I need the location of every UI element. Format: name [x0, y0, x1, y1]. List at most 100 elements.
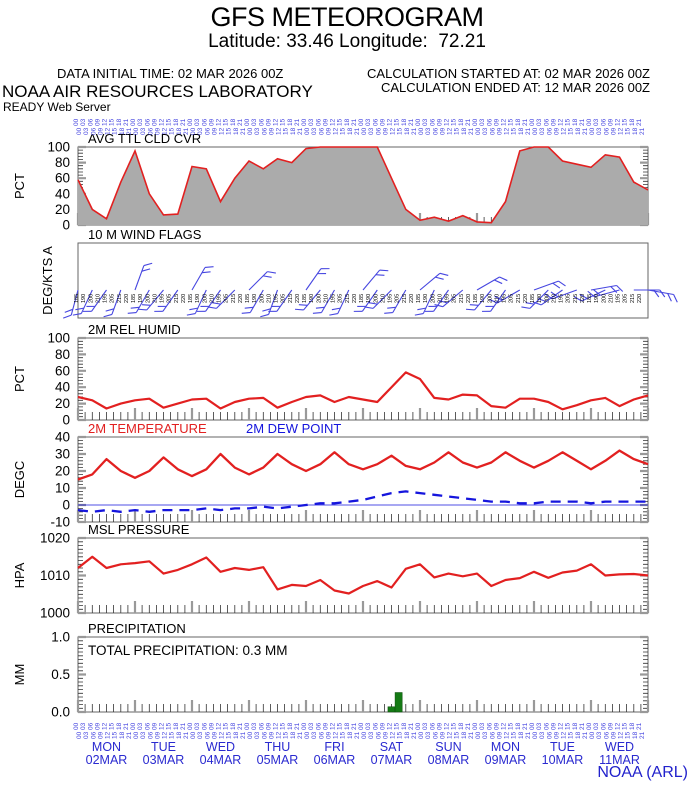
- wind-barb: [191, 266, 214, 291]
- svg-text:00: 00: [247, 127, 254, 135]
- svg-text:06: 06: [546, 127, 553, 135]
- svg-text:03: 03: [311, 127, 318, 135]
- svg-text:21: 21: [636, 722, 643, 730]
- wind-barb: [268, 289, 293, 312]
- svg-text:15: 15: [397, 731, 404, 739]
- wind-barb: [186, 289, 207, 316]
- svg-text:195: 195: [559, 294, 565, 303]
- svg-text:185: 185: [416, 294, 422, 303]
- svg-text:12: 12: [447, 731, 454, 739]
- svg-text:00: 00: [532, 127, 539, 135]
- svg-text:03: 03: [422, 118, 429, 126]
- svg-text:03: 03: [197, 127, 204, 135]
- svg-text:18: 18: [173, 722, 180, 730]
- svg-text:21: 21: [351, 722, 358, 730]
- svg-text:09: 09: [151, 118, 158, 126]
- wind-barb: [419, 272, 449, 291]
- svg-text:15: 15: [625, 731, 632, 739]
- svg-text:00: 00: [361, 731, 368, 739]
- svg-text:15: 15: [454, 731, 461, 739]
- svg-text:18: 18: [119, 127, 126, 135]
- svg-text:15: 15: [169, 127, 176, 135]
- svg-text:06: 06: [204, 127, 211, 135]
- svg-text:18: 18: [629, 722, 636, 730]
- svg-text:18: 18: [515, 118, 522, 126]
- svg-text:03: 03: [596, 731, 603, 739]
- svg-text:09: 09: [211, 127, 218, 135]
- y-tick-label: 0: [62, 218, 70, 233]
- svg-text:15: 15: [226, 731, 233, 739]
- svg-text:09: 09: [265, 722, 272, 730]
- wind-barb: [312, 289, 335, 314]
- svg-text:185: 185: [302, 294, 308, 303]
- svg-text:12: 12: [330, 118, 337, 126]
- svg-text:03: 03: [194, 722, 201, 730]
- svg-text:21: 21: [294, 722, 301, 730]
- svg-text:220: 220: [580, 294, 586, 303]
- svg-text:18: 18: [287, 118, 294, 126]
- svg-text:00: 00: [475, 731, 482, 739]
- wind-barb: [207, 289, 236, 309]
- 2m-temperature-line: [77, 449, 649, 481]
- svg-text:09: 09: [439, 731, 446, 739]
- svg-text:09: 09: [94, 722, 101, 730]
- noaa-arl-credit: NOAA (ARL): [597, 764, 688, 781]
- svg-text:21: 21: [126, 731, 133, 739]
- y-tick-label: 0: [62, 413, 70, 428]
- svg-text:09: 09: [493, 118, 500, 126]
- svg-text:21: 21: [522, 722, 529, 730]
- svg-text:190: 190: [366, 294, 372, 303]
- svg-text:09: 09: [154, 731, 161, 739]
- svg-text:06: 06: [261, 127, 268, 135]
- svg-text:12: 12: [561, 127, 568, 135]
- svg-text:12: 12: [447, 127, 454, 135]
- svg-text:18: 18: [572, 118, 579, 126]
- svg-text:06: 06: [600, 118, 607, 126]
- y-tick-label: 0: [62, 498, 70, 513]
- svg-text:18: 18: [347, 731, 354, 739]
- svg-text:15: 15: [223, 118, 230, 126]
- major-ticks: [76, 536, 650, 615]
- svg-text:09: 09: [268, 731, 275, 739]
- svg-text:09: 09: [436, 118, 443, 126]
- svg-text:210: 210: [152, 294, 158, 303]
- svg-text:215: 215: [117, 294, 123, 303]
- svg-text:200: 200: [88, 294, 94, 303]
- svg-text:185: 185: [530, 294, 536, 303]
- svg-text:00: 00: [76, 731, 83, 739]
- svg-text:03: 03: [140, 127, 147, 135]
- svg-text:00: 00: [529, 118, 536, 126]
- y-tick-label: 60: [55, 171, 70, 186]
- svg-text:06: 06: [546, 731, 553, 739]
- svg-text:03: 03: [251, 722, 258, 730]
- svg-text:06: 06: [258, 118, 265, 126]
- wind-barb: [476, 276, 508, 291]
- wind-barb: [533, 280, 566, 291]
- svg-text:220: 220: [295, 294, 301, 303]
- cloud-cover-fill: [78, 147, 648, 225]
- y-tick-label: 100: [47, 331, 70, 346]
- data-initial-time: DATA INITIAL TIME: 02 MAR 2026 00Z: [57, 66, 284, 81]
- svg-text:15: 15: [397, 127, 404, 135]
- svg-text:195: 195: [160, 294, 166, 303]
- svg-text:15: 15: [508, 118, 515, 126]
- svg-text:21: 21: [639, 731, 646, 739]
- y-tick-label: 10: [55, 481, 70, 496]
- panel-temp: DEGC -10 0 10 20 30 40 2M TEMPERATURE 2M DEW POI…: [12, 421, 650, 530]
- svg-text:18: 18: [401, 722, 408, 730]
- svg-text:09: 09: [436, 722, 443, 730]
- svg-text:21: 21: [525, 731, 532, 739]
- y-axis-unit-label: MM: [12, 664, 27, 686]
- svg-text:06: 06: [429, 118, 436, 126]
- svg-text:215: 215: [630, 294, 636, 303]
- svg-text:15: 15: [340, 127, 347, 135]
- svg-text:09: 09: [379, 118, 386, 126]
- svg-text:00: 00: [472, 118, 479, 126]
- svg-text:200: 200: [487, 294, 493, 303]
- svg-text:18: 18: [233, 731, 240, 739]
- svg-text:09: 09: [97, 127, 104, 135]
- svg-text:195: 195: [616, 294, 622, 303]
- svg-text:12: 12: [333, 127, 340, 135]
- panel-title: 10 M WIND FLAGS: [88, 227, 202, 242]
- svg-text:06: 06: [147, 731, 154, 739]
